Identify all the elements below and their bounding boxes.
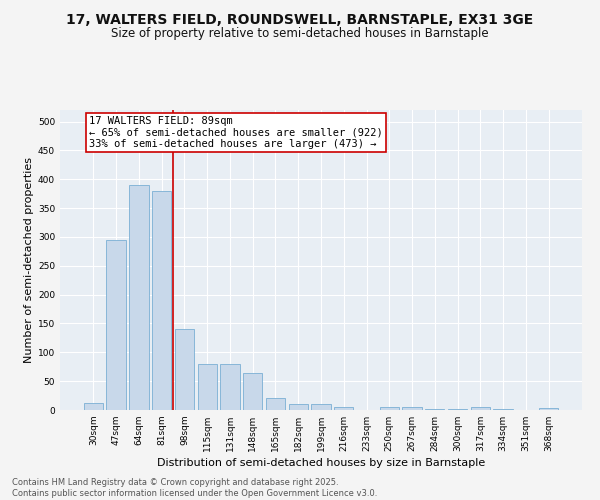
Bar xyxy=(197,364,217,410)
Text: 17 WALTERS FIELD: 89sqm
← 65% of semi-detached houses are smaller (922)
33% of s: 17 WALTERS FIELD: 89sqm ← 65% of semi-de… xyxy=(89,116,383,149)
Text: Contains HM Land Registry data © Crown copyright and database right 2025.
Contai: Contains HM Land Registry data © Crown c… xyxy=(12,478,377,498)
Bar xyxy=(403,406,422,410)
Text: 17, WALTERS FIELD, ROUNDSWELL, BARNSTAPLE, EX31 3GE: 17, WALTERS FIELD, ROUNDSWELL, BARNSTAPL… xyxy=(67,12,533,26)
Bar xyxy=(84,403,103,410)
Bar xyxy=(243,372,262,410)
Bar xyxy=(470,407,490,410)
Bar xyxy=(220,364,239,410)
Bar xyxy=(152,191,172,410)
Bar xyxy=(106,240,126,410)
Text: Size of property relative to semi-detached houses in Barnstaple: Size of property relative to semi-detach… xyxy=(111,28,489,40)
Bar xyxy=(539,408,558,410)
Bar xyxy=(448,409,467,410)
Bar xyxy=(380,407,399,410)
Bar xyxy=(289,404,308,410)
Bar xyxy=(175,329,194,410)
Bar xyxy=(334,407,353,410)
Bar xyxy=(266,398,285,410)
Bar xyxy=(425,409,445,410)
Bar xyxy=(129,185,149,410)
X-axis label: Distribution of semi-detached houses by size in Barnstaple: Distribution of semi-detached houses by … xyxy=(157,458,485,468)
Bar xyxy=(311,404,331,410)
Y-axis label: Number of semi-detached properties: Number of semi-detached properties xyxy=(24,157,34,363)
Bar xyxy=(493,409,513,410)
